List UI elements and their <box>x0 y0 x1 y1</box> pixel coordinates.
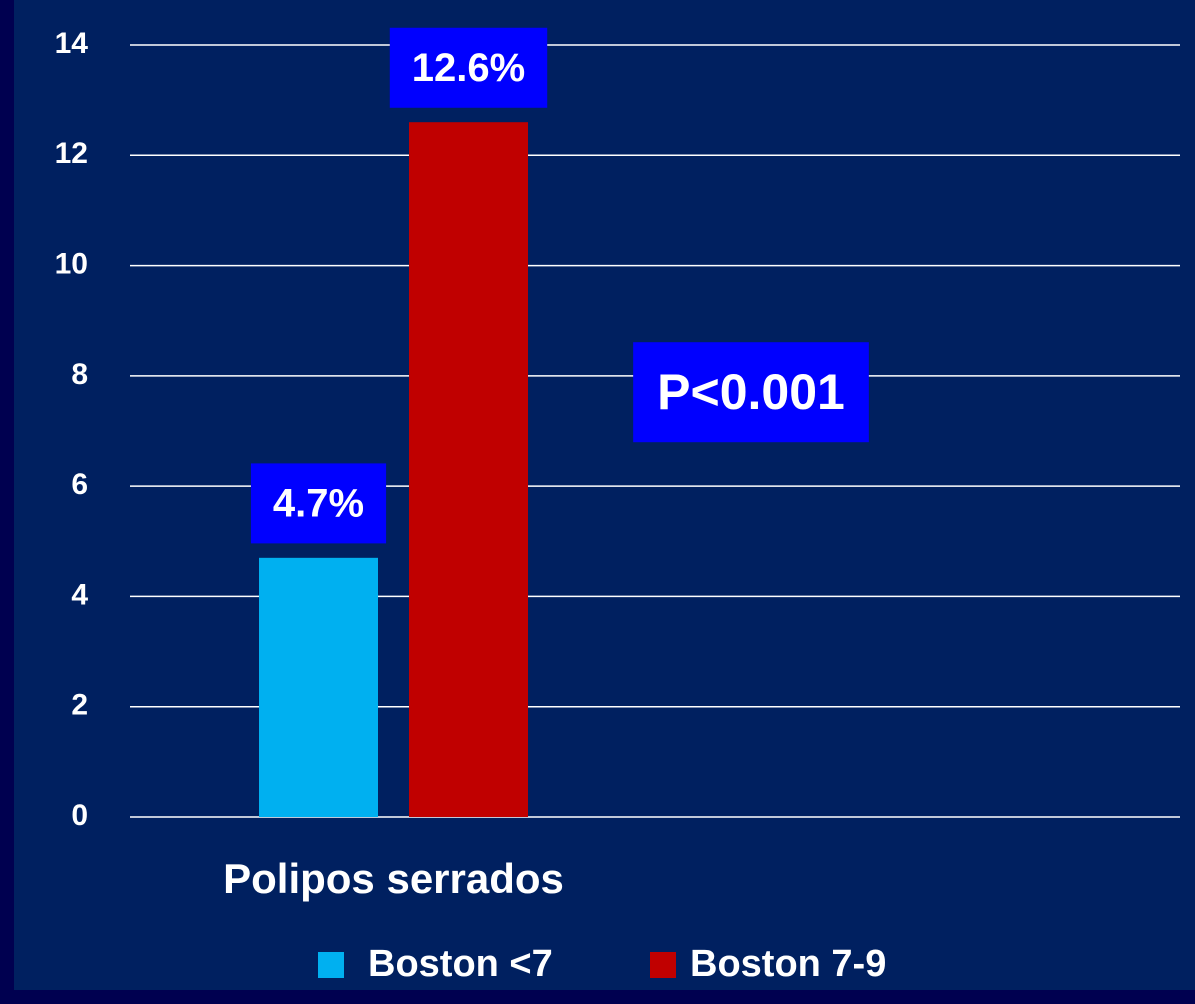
value-label: 12.6% <box>412 46 525 90</box>
bar <box>409 122 528 817</box>
value-label: 4.7% <box>273 481 364 525</box>
y-tick-label: 8 <box>71 358 88 391</box>
y-tick-label: 6 <box>71 468 88 501</box>
slide-background <box>14 0 1195 990</box>
legend-label: Boston 7-9 <box>690 943 886 985</box>
value-label-box <box>389 27 548 108</box>
legend-swatch <box>650 952 676 978</box>
annotation: P<0.001 <box>657 364 845 420</box>
y-tick-label: 10 <box>55 247 88 280</box>
annotation-box <box>633 342 869 443</box>
legend-swatch <box>318 952 344 978</box>
y-tick-label: 4 <box>71 578 88 611</box>
y-tick-label: 12 <box>55 137 88 170</box>
bar <box>259 557 378 817</box>
y-tick-label: 14 <box>55 27 89 60</box>
y-tick-label: 0 <box>71 799 88 832</box>
x-tick-label: Polipos serrados <box>223 855 564 902</box>
y-tick-label: 2 <box>71 689 88 722</box>
value-label-box <box>250 463 387 544</box>
legend-label: Boston <7 <box>368 943 553 985</box>
